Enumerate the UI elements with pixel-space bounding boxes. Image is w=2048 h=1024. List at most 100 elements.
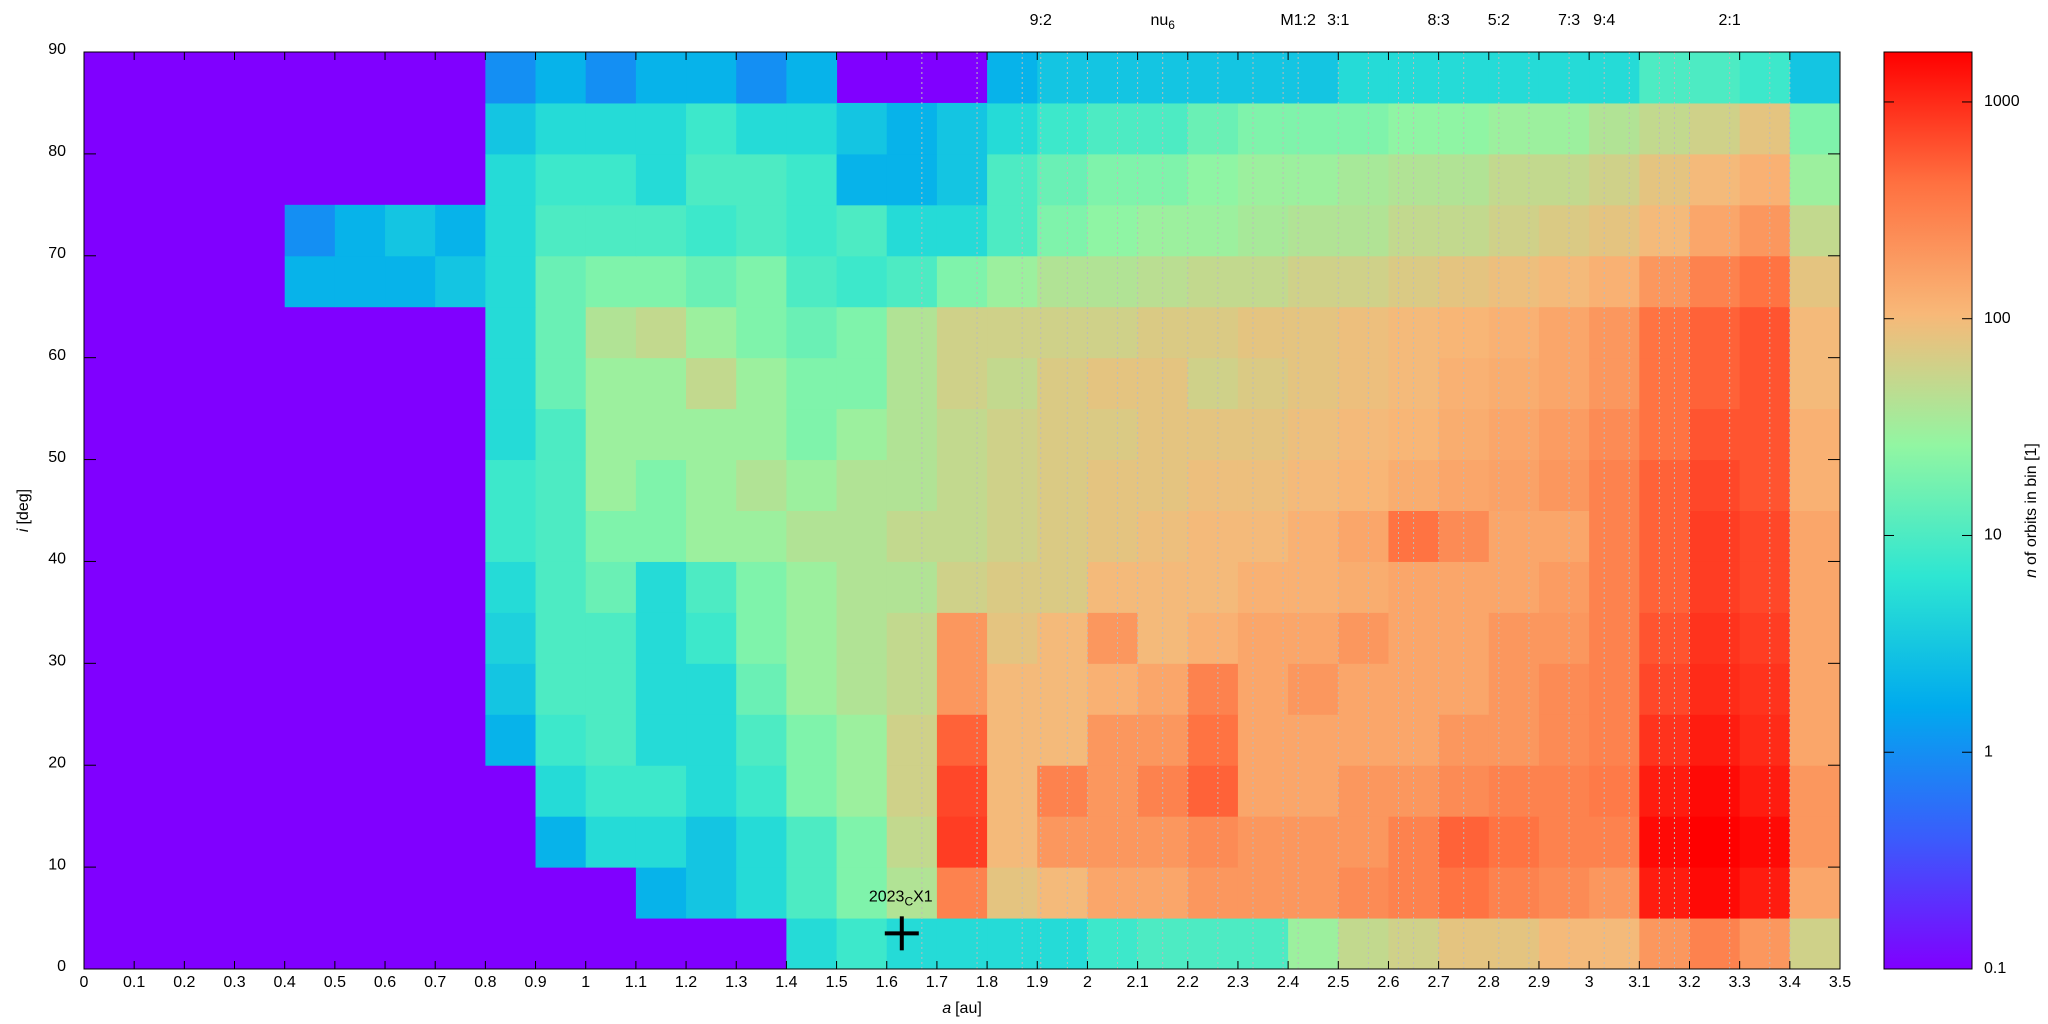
heatmap-cell <box>1037 663 1088 715</box>
y-tick-label: 50 <box>48 449 66 466</box>
heatmap-cell <box>936 867 988 919</box>
heatmap-cell <box>485 714 537 766</box>
plot-frame <box>83 51 1841 970</box>
resonance-label: nu6 <box>1150 12 1175 32</box>
heatmap-cell <box>987 408 1038 461</box>
y-tick-label: 70 <box>48 245 66 262</box>
heatmap-cell <box>1087 816 1139 868</box>
heatmap-cell <box>1639 561 1690 613</box>
heatmap-cell <box>585 816 637 868</box>
heatmap-cell <box>736 561 787 613</box>
heatmap-cell <box>1137 816 1189 868</box>
heatmap-cell <box>1739 459 1791 511</box>
heatmap-cell <box>1789 714 1841 766</box>
heatmap-cell <box>1789 663 1841 715</box>
heatmap-cell <box>1288 816 1339 868</box>
heatmap-cell <box>686 204 737 257</box>
heatmap-cell <box>936 561 988 613</box>
heatmap-cell <box>635 204 687 257</box>
heatmap-cell <box>836 765 888 817</box>
heatmap-cell <box>1488 102 1540 155</box>
heatmap-cell <box>936 102 988 155</box>
heatmap-cell <box>736 765 787 817</box>
heatmap-cell <box>1639 765 1690 817</box>
heatmap-cell <box>886 765 938 817</box>
heatmap-cell <box>1037 714 1088 766</box>
heatmap-cell <box>1589 357 1640 410</box>
x-tick-label: 1.3 <box>725 974 747 991</box>
heatmap-cell <box>786 153 838 206</box>
heatmap-cell <box>1789 561 1841 613</box>
heatmap-cell <box>485 408 537 461</box>
heatmap-cell <box>635 714 687 766</box>
heatmap-cell <box>936 306 988 359</box>
heatmap-cell <box>1237 867 1289 919</box>
heatmap-cell <box>585 204 637 257</box>
heatmap-cell <box>736 204 787 257</box>
heatmap-cell <box>1639 612 1690 664</box>
x-tick-label: 0.9 <box>524 974 546 991</box>
heatmap-cell <box>1187 153 1239 206</box>
heatmap-cell <box>535 663 587 715</box>
heatmap-cell <box>1488 867 1540 919</box>
heatmap-cell <box>1037 459 1088 511</box>
heatmap-cell <box>1137 663 1189 715</box>
heatmap-cell <box>1037 561 1088 613</box>
heatmap-cell <box>535 612 587 664</box>
heatmap-cell <box>1538 306 1590 359</box>
heatmap-cell <box>1789 612 1841 664</box>
heatmap-cell <box>886 153 938 206</box>
heatmap-cell <box>686 408 737 461</box>
heatmap-cell <box>1338 306 1389 359</box>
heatmap-cell <box>485 663 537 715</box>
heatmap-cell <box>1288 52 1339 104</box>
heatmap-cell <box>635 102 687 155</box>
heatmap-cell <box>1639 153 1690 206</box>
heatmap-cell <box>1087 765 1139 817</box>
heatmap-cell <box>1388 663 1440 715</box>
heatmap-cell <box>936 255 988 308</box>
heatmap-cell <box>1589 612 1640 664</box>
heatmap-cell <box>1087 459 1139 511</box>
heatmap-cell <box>635 765 687 817</box>
heatmap-cell <box>736 306 787 359</box>
text-part: 8:3 <box>1428 12 1450 29</box>
heatmap-cell <box>1538 663 1590 715</box>
heatmap-cell <box>836 714 888 766</box>
heatmap-cell <box>686 816 737 868</box>
heatmap-cell <box>485 255 537 308</box>
x-tick-label: 2.8 <box>1478 974 1500 991</box>
heatmap-cell <box>886 459 938 511</box>
heatmap-cell <box>1488 663 1540 715</box>
heatmap-cell <box>485 306 537 359</box>
heatmap-cell <box>1639 357 1690 410</box>
x-tick-label: 0.7 <box>424 974 446 991</box>
x-tick-label: 3.5 <box>1829 974 1851 991</box>
heatmap-cell <box>1639 204 1690 257</box>
x-tick-label: 3.2 <box>1678 974 1700 991</box>
heatmap-cell <box>1187 255 1239 308</box>
heatmap-cell <box>585 102 637 155</box>
heatmap-cell <box>786 765 838 817</box>
heatmap-cell <box>585 663 637 715</box>
heatmap-cell <box>1087 612 1139 664</box>
heatmap-cell <box>736 867 787 919</box>
heatmap-cell <box>485 459 537 511</box>
heatmap-cell <box>1639 663 1690 715</box>
heatmap-cell <box>836 357 888 410</box>
heatmap-cell <box>1488 510 1540 562</box>
heatmap-cell <box>786 204 838 257</box>
heatmap-cell <box>585 52 637 104</box>
heatmap-cell <box>836 255 888 308</box>
text-part: nu <box>1150 12 1168 29</box>
heatmap-cell <box>1087 714 1139 766</box>
heatmap-cell <box>1488 255 1540 308</box>
heatmap-cell <box>1789 408 1841 461</box>
heatmap-cell <box>736 612 787 664</box>
resonance-label: 7:3 <box>1558 12 1580 29</box>
heatmap-cell <box>1589 52 1640 104</box>
heatmap-cell <box>1639 255 1690 308</box>
heatmap-cell <box>1237 918 1289 970</box>
heatmap-cell <box>886 408 938 461</box>
heatmap-cell <box>1338 663 1389 715</box>
